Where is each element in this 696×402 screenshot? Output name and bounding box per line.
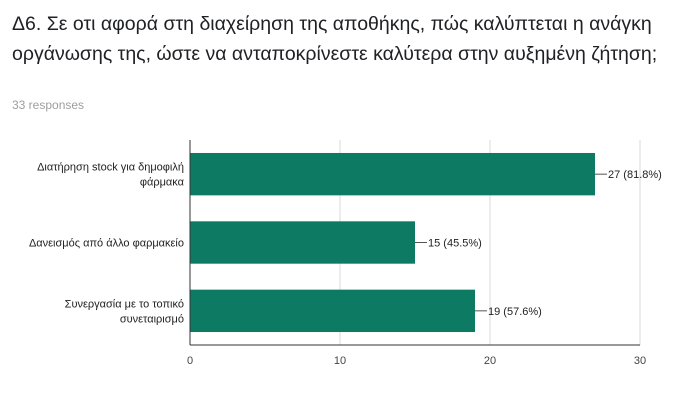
x-tick-label-0: 0	[187, 355, 193, 367]
bars	[190, 152, 595, 333]
bar-0	[190, 152, 595, 196]
data-label-2: 19 (57.6%)	[488, 306, 542, 318]
bar-1	[190, 221, 415, 264]
x-tick-label-10: 10	[334, 355, 346, 367]
category-label-1-line-0: Δανεισμός από άλλο φαρμακείο	[29, 238, 184, 250]
axes	[189, 140, 640, 346]
bar-2	[190, 289, 475, 333]
category-label-2-line-1: συνεταιρισμό	[120, 313, 184, 325]
x-tick-label-30: 30	[634, 355, 646, 367]
labels: 0 10 20 30 27 (81.8%) Διατήρηση stock για δημ…	[29, 162, 662, 367]
data-label-1: 15 (45.5%)	[428, 238, 482, 250]
category-label-0-line-0: Διατήρηση stock για δημοφιλή	[37, 162, 184, 174]
response-count: 33 responses	[12, 98, 85, 112]
category-label-2-line-0: Συνεργασία με το τοπικό	[65, 298, 184, 310]
question-title: Δ6. Σε οτι αφορά στη διαχείρηση της αποθ…	[12, 13, 658, 65]
category-label-0-line-1: φάρμακα	[140, 177, 185, 189]
x-tick-label-20: 20	[484, 355, 496, 367]
data-label-0: 27 (81.8%)	[608, 169, 662, 181]
